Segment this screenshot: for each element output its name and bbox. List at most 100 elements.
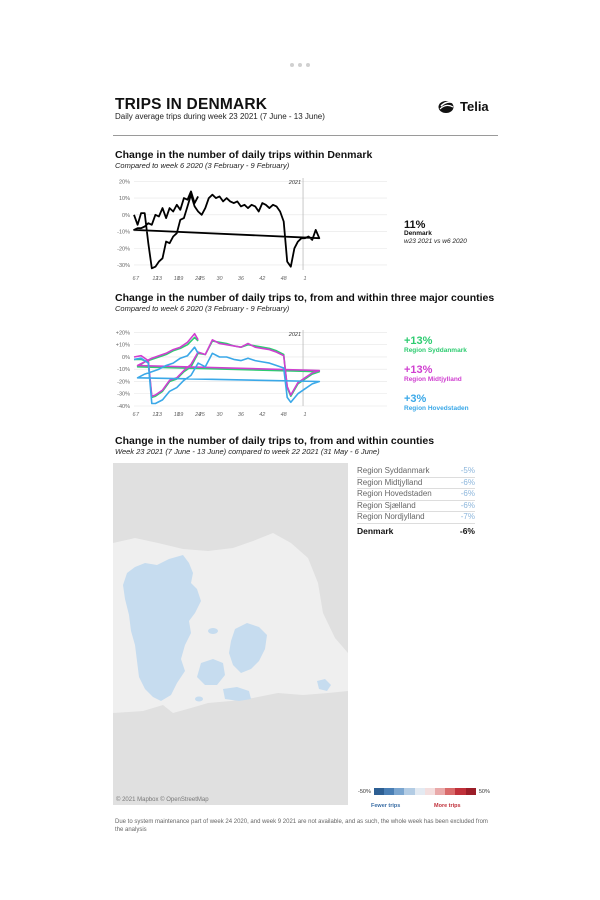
telia-logo: Telia xyxy=(438,98,489,114)
y-tick-label: 10% xyxy=(119,196,130,202)
section1-subtitle: Compared to week 6 2020 (3 February - 9 … xyxy=(115,161,290,170)
region-value: -6% xyxy=(460,477,475,487)
scale-swatch xyxy=(373,788,385,795)
x-tick-label: 7 xyxy=(136,412,140,416)
section1-title: Change in the number of daily trips with… xyxy=(115,149,373,161)
section2-subtitle: Compared to week 6 2020 (3 February - 9 … xyxy=(115,304,290,313)
x-tick-label: 36 xyxy=(238,412,245,416)
legend-syddanmark-name: Region Syddanmark xyxy=(404,347,467,354)
legend-hovedstaden-name: Region Hovedstaden xyxy=(404,405,469,412)
x-tick-label: 18 xyxy=(174,276,181,280)
x-tick-label: 48 xyxy=(281,412,288,416)
table-row: Region Syddanmark -5% xyxy=(357,466,475,478)
scale-min-label: -50% xyxy=(358,788,371,795)
scale-swatch xyxy=(445,788,456,795)
x-tick-label: 42 xyxy=(259,276,265,280)
x-tick-label: 13 xyxy=(156,276,163,280)
x-tick-label: 42 xyxy=(259,412,265,416)
y-tick-label: -40% xyxy=(117,404,130,410)
section2-title: Change in the number of daily trips to, … xyxy=(115,292,495,304)
y-tick-label: -20% xyxy=(117,246,130,252)
scale-swatch xyxy=(424,788,436,795)
scale-swatch xyxy=(384,788,395,795)
total-value: -6% xyxy=(459,525,475,536)
chart-denmark-trips: 20% 10% 0% -10% -20% -30% 2021 6 12 18 24 30 36 42 48 1… xyxy=(117,178,387,280)
region-value: -6% xyxy=(460,489,475,498)
x-tick-label: 25 xyxy=(198,412,206,416)
y-tick-label: 0% xyxy=(122,213,130,219)
map-canvas xyxy=(113,463,348,805)
region-name: Region Sjælland xyxy=(357,500,416,510)
year-annotation: 2021 xyxy=(288,180,301,186)
table-row: Region Nordjylland -7% xyxy=(357,512,475,524)
section3-subtitle: Week 23 2021 (7 June - 13 June) compared… xyxy=(115,447,380,456)
region-value: -7% xyxy=(460,512,475,521)
x-tick-label: 12 xyxy=(152,276,158,280)
denmark-label: Denmark xyxy=(404,230,432,237)
series-line xyxy=(133,346,321,405)
page-subtitle: Daily average trips during week 23 2021 … xyxy=(115,112,325,121)
y-tick-label: -10% xyxy=(117,367,130,373)
year-annotation: 2021 xyxy=(288,332,301,338)
x-tick-label: 6 xyxy=(132,276,136,280)
map-credit: © 2021 Mapbox © OpenStreetMap xyxy=(116,797,209,803)
denmark-map[interactable] xyxy=(113,463,348,805)
series-line xyxy=(134,336,321,399)
total-name: Denmark xyxy=(357,525,394,536)
table-total-row: Denmark -6% xyxy=(357,526,475,536)
scale-swatch xyxy=(414,788,425,795)
x-tick-label: 30 xyxy=(216,412,223,416)
y-tick-label: 0% xyxy=(122,355,130,361)
y-tick-label: -30% xyxy=(117,263,130,269)
y-tick-label: -10% xyxy=(117,230,130,236)
scale-swatch xyxy=(465,788,476,795)
x-tick-label: 30 xyxy=(216,276,223,280)
series-line xyxy=(133,332,321,397)
x-tick-label: 1 xyxy=(304,276,307,280)
region-jutland xyxy=(123,555,201,701)
table-row: Region Sjælland -6% xyxy=(357,500,475,512)
y-tick-label: -30% xyxy=(117,392,130,398)
legend-midtjylland-name: Region Midtjylland xyxy=(404,376,462,383)
footnote: Due to system maintenance part of week 2… xyxy=(115,819,488,833)
region-funen xyxy=(197,659,225,685)
x-tick-label: 24 xyxy=(194,412,201,416)
x-tick-label: 19 xyxy=(177,276,183,280)
y-tick-label: +10% xyxy=(116,343,130,349)
table-row: Region Midtjylland -6% xyxy=(357,477,475,489)
region-name: Region Nordjylland xyxy=(357,512,425,521)
x-tick-label: 25 xyxy=(198,276,206,280)
scale-swatch xyxy=(404,788,415,795)
scale-bar xyxy=(373,788,476,795)
region-value: -5% xyxy=(460,466,475,475)
color-scale: -50% 50% xyxy=(358,788,490,795)
region-name: Region Midtjylland xyxy=(357,477,423,487)
region-bornholm xyxy=(317,679,331,691)
x-tick-label: 6 xyxy=(132,412,136,416)
region-zealand xyxy=(229,623,267,673)
series-line xyxy=(133,190,321,270)
page-dots xyxy=(290,63,310,67)
chart-three-counties: +20% +10% 0% -10% -20% -30% -40% 2021 6 12 18 24 30 3… xyxy=(116,330,387,416)
section3-title: Change in the number of daily trips to, … xyxy=(115,435,435,447)
fewer-trips-label: Fewer trips xyxy=(371,803,401,809)
header-divider xyxy=(113,135,498,136)
denmark-comparison-note: w23 2021 vs w6 2020 xyxy=(404,238,467,245)
page-title: TRIPS IN DENMARK xyxy=(115,96,268,113)
table-row: Region Hovedstaden -6% xyxy=(357,489,475,501)
x-tick-label: 48 xyxy=(281,276,288,280)
region-name: Region Syddanmark xyxy=(357,466,430,475)
logo-text: Telia xyxy=(460,98,489,114)
y-tick-label: +20% xyxy=(116,330,130,336)
y-tick-label: 20% xyxy=(119,179,130,185)
x-tick-label: 1 xyxy=(304,412,307,416)
x-tick-label: 36 xyxy=(238,276,245,280)
region-lolland xyxy=(223,687,251,701)
x-tick-label: 13 xyxy=(156,412,163,416)
legend-midtjylland-value: +13% xyxy=(404,364,433,376)
x-tick-label: 18 xyxy=(174,412,181,416)
legend-syddanmark-value: +13% xyxy=(404,335,433,347)
region-change-table: Region Syddanmark -5% Region Midtjylland… xyxy=(357,466,475,536)
legend-hovedstaden-value: +3% xyxy=(404,393,427,405)
scale-swatch xyxy=(455,788,466,795)
